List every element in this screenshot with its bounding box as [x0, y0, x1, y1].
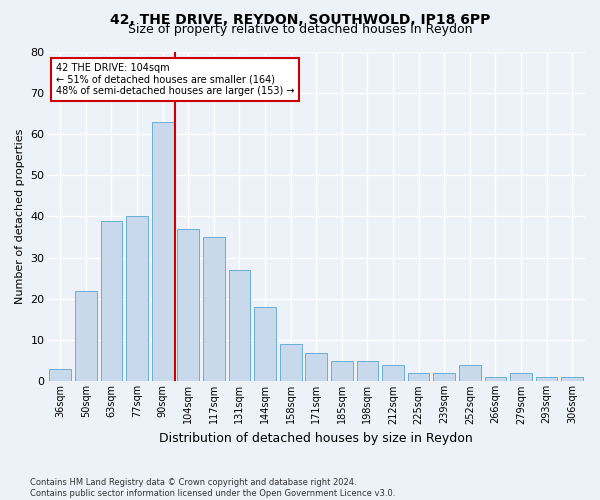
- Bar: [280, 344, 302, 382]
- Y-axis label: Number of detached properties: Number of detached properties: [15, 129, 25, 304]
- Bar: [305, 352, 327, 382]
- Bar: [433, 373, 455, 382]
- Bar: [203, 237, 225, 382]
- Bar: [101, 220, 122, 382]
- Bar: [126, 216, 148, 382]
- Text: 42, THE DRIVE, REYDON, SOUTHWOLD, IP18 6PP: 42, THE DRIVE, REYDON, SOUTHWOLD, IP18 6…: [110, 12, 490, 26]
- Bar: [254, 307, 276, 382]
- Bar: [229, 270, 250, 382]
- X-axis label: Distribution of detached houses by size in Reydon: Distribution of detached houses by size …: [160, 432, 473, 445]
- Bar: [536, 378, 557, 382]
- Bar: [510, 373, 532, 382]
- Text: Size of property relative to detached houses in Reydon: Size of property relative to detached ho…: [128, 22, 472, 36]
- Bar: [459, 365, 481, 382]
- Text: Contains HM Land Registry data © Crown copyright and database right 2024.
Contai: Contains HM Land Registry data © Crown c…: [30, 478, 395, 498]
- Bar: [562, 378, 583, 382]
- Bar: [178, 229, 199, 382]
- Text: 42 THE DRIVE: 104sqm
← 51% of detached houses are smaller (164)
48% of semi-deta: 42 THE DRIVE: 104sqm ← 51% of detached h…: [56, 63, 294, 96]
- Bar: [152, 122, 173, 382]
- Bar: [49, 369, 71, 382]
- Bar: [356, 361, 379, 382]
- Bar: [75, 290, 97, 382]
- Bar: [382, 365, 404, 382]
- Bar: [408, 373, 430, 382]
- Bar: [331, 361, 353, 382]
- Bar: [485, 378, 506, 382]
